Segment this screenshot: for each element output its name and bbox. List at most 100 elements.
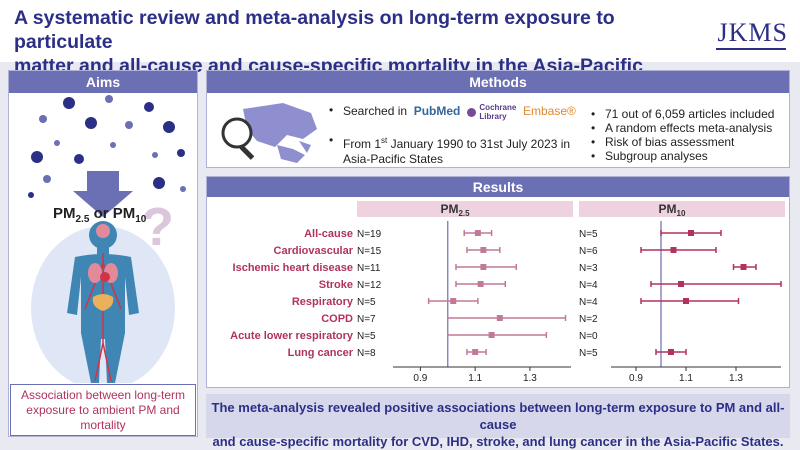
question-mark-icon: ? — [141, 197, 174, 257]
conclusion-line-1: The meta-analysis revealed positive asso… — [211, 400, 785, 432]
pm10-main: PM — [112, 205, 136, 222]
method-item: • 71 out of 6,059 articles included — [591, 107, 775, 122]
results-heading: Results — [207, 177, 789, 197]
conclusion-line-2: and cause-specific mortality for CVD, IH… — [212, 434, 784, 449]
results-panel: Results PM2.5 0.9 1.1 1.3 Relative Risk All-c… — [206, 176, 790, 388]
estimate-marker — [480, 247, 487, 253]
method-item-text: Subgroup analyses — [605, 149, 708, 163]
category-label: Acute lower respiratory — [230, 330, 354, 342]
n-label: N=4 — [579, 280, 598, 291]
pm-label: PM2.5 or PM10 — [53, 205, 146, 225]
estimate-marker — [488, 332, 495, 338]
bullet-dot: • — [591, 107, 596, 121]
embase-logo: Embase® — [522, 104, 576, 119]
bullet-dot: • — [329, 133, 334, 147]
n-label: N=5 — [579, 229, 598, 240]
bullet-dot: • — [591, 121, 596, 135]
estimate-marker — [670, 247, 677, 253]
logo-underline — [716, 48, 786, 50]
estimate-marker — [477, 281, 484, 287]
methods-heading: Methods — [207, 71, 789, 93]
estimate-marker — [450, 298, 457, 304]
method-search: • Searched in PubMed Cochrane Library Emb… — [329, 103, 576, 121]
aims-description: Association between long-term exposure t… — [10, 384, 196, 436]
conclusion: The meta-analysis revealed positive asso… — [206, 394, 790, 449]
category-label: COPD — [321, 313, 353, 325]
estimate-marker — [668, 349, 674, 355]
date-post: January 1990 to 31st July 2023 in — [387, 137, 571, 151]
title-line-1: A systematic review and meta-analysis on… — [14, 7, 615, 53]
date-sup: st — [381, 136, 388, 145]
panel-title-pm25: PM2.5 — [440, 202, 470, 218]
header: A systematic review and meta-analysis on… — [0, 0, 800, 101]
n-label: N=5 — [357, 297, 376, 308]
n-label: N=4 — [579, 297, 598, 308]
methods-panel: Methods • Searched in PubMed Cochrane Lib… — [206, 70, 790, 168]
n-label: N=0 — [579, 331, 598, 342]
svg-text:?: ? — [141, 197, 174, 257]
pm10-sub: 10 — [135, 214, 147, 225]
n-label: N=19 — [357, 229, 382, 240]
pubmed-logo: PubMed — [413, 104, 461, 119]
panel-title-pm10: PM10 — [659, 202, 686, 218]
category-label: Cardiovascular — [274, 245, 354, 257]
n-label: N=15 — [357, 246, 382, 257]
n-label: N=5 — [357, 331, 376, 342]
aims-panel: Aims — [8, 70, 198, 437]
n-label: N=6 — [579, 246, 598, 257]
n-label: N=5 — [579, 348, 598, 359]
particles-icon — [28, 95, 186, 198]
down-arrow-icon — [73, 171, 133, 217]
method-item: • Risk of bias assessment — [591, 135, 735, 150]
x-tick-label-pm25: 1.3 — [523, 373, 537, 384]
x-tick-label-pm10: 1.1 — [679, 373, 693, 384]
cochrane-line-1: Cochrane — [479, 103, 517, 112]
n-label: N=11 — [357, 263, 381, 274]
bullet-dot: • — [329, 103, 334, 117]
magnifier-icon — [221, 117, 255, 160]
asia-pacific-map-icon — [221, 103, 317, 163]
journal-logo: JKMS — [717, 18, 788, 47]
estimate-marker — [480, 264, 487, 270]
x-tick-label-pm10: 0.9 — [629, 373, 643, 384]
n-label: N=8 — [357, 348, 376, 359]
estimate-marker — [678, 281, 684, 287]
forest-plot: PM2.5 0.9 1.1 1.3 Relative Risk All-cause N=19… — [230, 201, 785, 387]
aims-illustration: ? — [28, 95, 186, 383]
aims-heading: Aims — [9, 71, 197, 93]
date-line-2: Asia-Pacific States — [343, 152, 444, 166]
method-item: • Subgroup analyses — [591, 149, 708, 164]
bullet-dot: • — [591, 149, 596, 163]
estimate-marker — [688, 230, 694, 236]
estimate-marker — [740, 264, 747, 270]
estimate-marker — [683, 298, 689, 304]
x-axis-label-pm10: Relative Risk — [662, 386, 731, 387]
searched-prefix: Searched in — [343, 104, 408, 119]
category-label: Stroke — [319, 279, 353, 291]
estimate-marker — [472, 349, 479, 355]
cochrane-logo: Cochrane Library — [479, 103, 516, 121]
pm25-sub: 2.5 — [75, 214, 90, 225]
method-item: • A random effects meta-analysis — [591, 121, 773, 136]
x-axis-label-pm25: Relative Risk — [448, 386, 517, 387]
n-label: N=12 — [357, 280, 382, 291]
method-item-text: Risk of bias assessment — [605, 135, 735, 149]
date-pre: From 1 — [343, 137, 382, 151]
x-tick-label-pm10: 1.3 — [729, 373, 743, 384]
bullet-dot: • — [591, 135, 596, 149]
panel-header-pm25 — [357, 201, 573, 217]
category-label: Respiratory — [292, 296, 354, 308]
panel-header-pm10 — [579, 201, 785, 217]
estimate-marker — [474, 230, 481, 236]
n-label: N=2 — [579, 314, 598, 325]
human-body-icon — [31, 221, 175, 383]
pm-or: or — [89, 205, 113, 222]
category-label: Lung cancer — [288, 347, 354, 359]
n-label: N=3 — [579, 263, 598, 274]
x-tick-label-pm25: 0.9 — [413, 373, 427, 384]
category-label: Ischemic heart disease — [233, 262, 353, 274]
cochrane-icon — [467, 107, 477, 117]
method-date-range: • From 1st January 1990 to 31st July 202… — [329, 133, 613, 167]
method-item-text: 71 out of 6,059 articles included — [605, 107, 775, 121]
method-item-text: A random effects meta-analysis — [605, 121, 773, 135]
